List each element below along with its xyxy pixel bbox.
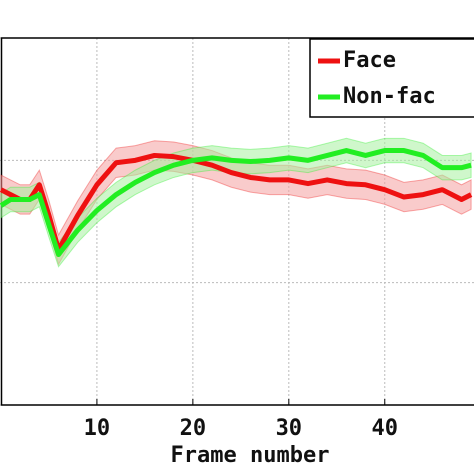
line xyxy=(0,152,473,253)
legend-label: Face xyxy=(343,48,396,73)
legend-box xyxy=(309,38,474,118)
legend-label: Non-fac xyxy=(343,84,436,109)
x-tick-label: 30 xyxy=(276,416,303,441)
error-band xyxy=(0,137,472,268)
line xyxy=(0,148,472,258)
x-tick-label: 40 xyxy=(372,416,399,441)
plot-frame xyxy=(0,37,474,406)
x-tick-label: 20 xyxy=(180,416,207,441)
error-band xyxy=(0,140,472,266)
x-tick-label: 10 xyxy=(84,416,111,441)
x-axis-label: Frame number xyxy=(171,443,330,468)
